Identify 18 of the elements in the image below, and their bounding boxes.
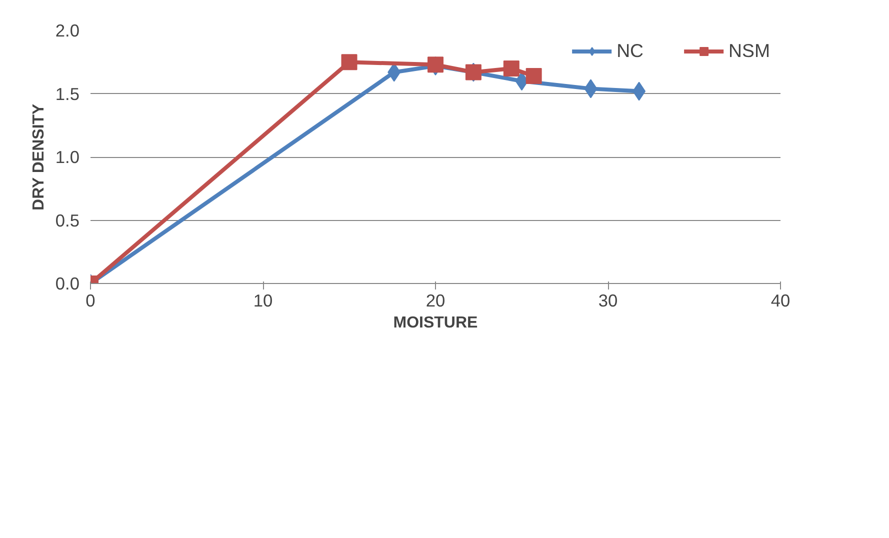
y-tick-label: 0.0 bbox=[55, 274, 80, 294]
point bbox=[503, 60, 520, 76]
x-tick-label: 40 bbox=[770, 290, 790, 310]
point bbox=[341, 54, 358, 70]
x-tick-label: 10 bbox=[253, 290, 273, 310]
x-tick-label: 30 bbox=[598, 290, 618, 310]
legend-label: NSM bbox=[728, 40, 770, 62]
y-tick-label: 1.0 bbox=[55, 147, 80, 167]
point bbox=[428, 56, 444, 73]
y-tick-label: 0.5 bbox=[55, 210, 80, 230]
y-tick-label: 2.0 bbox=[55, 20, 80, 40]
y-tick-label: 1.5 bbox=[55, 84, 80, 104]
x-tick-label: 0 bbox=[86, 290, 96, 310]
y-axis-title: DRY DENSITY bbox=[30, 103, 48, 210]
legend-label: NC bbox=[616, 40, 644, 62]
point bbox=[526, 68, 542, 84]
x-axis-title: MOISTURE bbox=[393, 314, 478, 332]
x-tick-label: 20 bbox=[426, 290, 446, 310]
